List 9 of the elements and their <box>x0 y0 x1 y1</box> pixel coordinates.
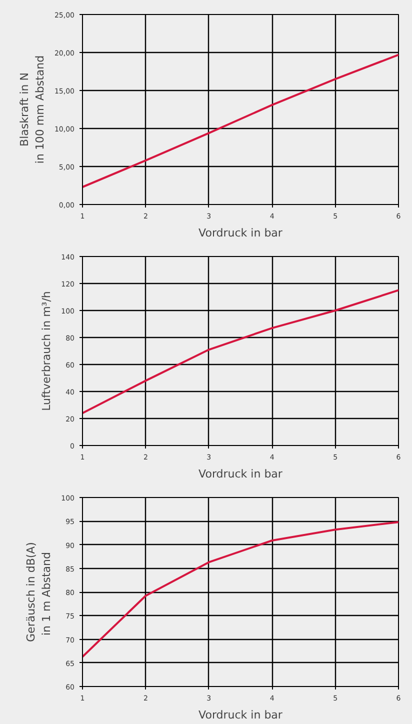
y-axis-title: Blaskraft in N in 100 mm Abstand <box>18 55 46 164</box>
y-axis-title: Geräusch in dB(A) in 1 m Abstand <box>24 542 54 642</box>
x-axis-title: Vordruck in bar <box>198 226 283 240</box>
line-series <box>82 521 398 658</box>
line-series <box>82 289 398 414</box>
y-axis-title: Luftverbrauch in m³/h <box>40 291 54 411</box>
x-axis-title: Vordruck in bar <box>198 468 283 480</box>
line-series <box>82 54 398 188</box>
x-axis-title: Vordruck in bar <box>198 708 283 722</box>
